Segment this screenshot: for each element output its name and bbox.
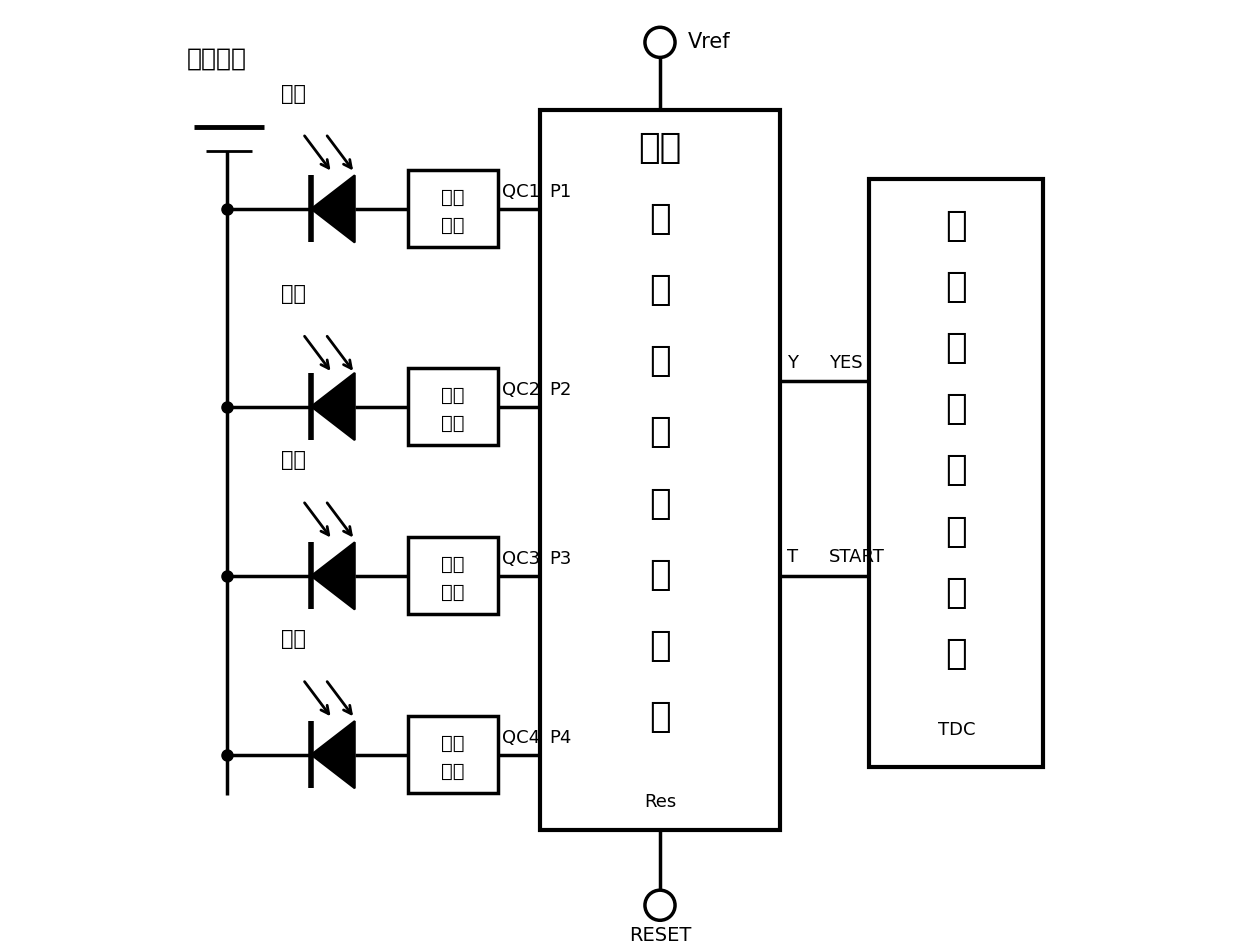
Text: 电路: 电路 [441, 414, 465, 433]
Text: 字: 字 [946, 392, 967, 426]
Polygon shape [311, 175, 355, 243]
Text: 发: 发 [650, 415, 671, 450]
Text: YES: YES [828, 354, 863, 372]
Text: TDC: TDC [937, 721, 975, 739]
Bar [408, 716, 497, 793]
Text: T: T [786, 549, 797, 566]
Text: 路: 路 [650, 700, 671, 734]
Text: 光子: 光子 [281, 84, 306, 104]
Bar [408, 368, 497, 445]
Text: Y: Y [786, 354, 797, 372]
Text: 电: 电 [946, 576, 967, 610]
Text: 电路: 电路 [441, 762, 465, 781]
Text: P4: P4 [549, 729, 572, 747]
Text: 淬灭: 淬灭 [441, 386, 465, 405]
Text: 换: 换 [946, 515, 967, 549]
Text: 转: 转 [946, 454, 967, 487]
Text: Vref: Vref [688, 32, 730, 53]
Circle shape [646, 28, 675, 56]
Text: QC3: QC3 [502, 550, 541, 568]
Bar [408, 170, 497, 247]
Text: 路: 路 [946, 637, 967, 671]
Text: 间: 间 [946, 270, 967, 304]
Text: 光子: 光子 [281, 284, 306, 304]
Text: 光子: 光子 [281, 451, 306, 470]
Text: 检: 检 [650, 486, 671, 520]
Text: 事: 事 [650, 202, 671, 236]
Text: QC4: QC4 [502, 729, 541, 747]
Polygon shape [311, 721, 355, 789]
Text: QC2: QC2 [502, 381, 541, 399]
Text: 测: 测 [650, 558, 671, 592]
Text: 反偏电压: 反偏电压 [187, 46, 247, 71]
Text: 光子: 光子 [639, 131, 682, 165]
Text: Res: Res [644, 793, 676, 811]
Polygon shape [311, 373, 355, 440]
Bar [408, 537, 497, 614]
Text: 淬灭: 淬灭 [441, 188, 465, 207]
Text: 件: 件 [650, 273, 671, 307]
Text: RESET: RESET [629, 926, 691, 941]
Text: 淬灭: 淬灭 [441, 734, 465, 753]
Text: 并: 并 [650, 344, 671, 378]
Text: QC1: QC1 [502, 183, 541, 201]
Text: P1: P1 [549, 183, 572, 201]
Circle shape [646, 891, 675, 919]
Text: 电: 电 [650, 629, 671, 662]
Text: 淬灭: 淬灭 [441, 555, 465, 574]
Polygon shape [311, 542, 355, 610]
Text: P3: P3 [549, 550, 572, 568]
Text: 数: 数 [946, 331, 967, 365]
Text: START: START [828, 549, 885, 566]
Text: 光子: 光子 [281, 630, 306, 649]
Bar [869, 179, 1043, 767]
Text: 电路: 电路 [441, 216, 465, 235]
Text: 时: 时 [946, 209, 967, 243]
Text: 电路: 电路 [441, 583, 465, 602]
Text: P2: P2 [549, 381, 572, 399]
Bar [539, 110, 780, 830]
